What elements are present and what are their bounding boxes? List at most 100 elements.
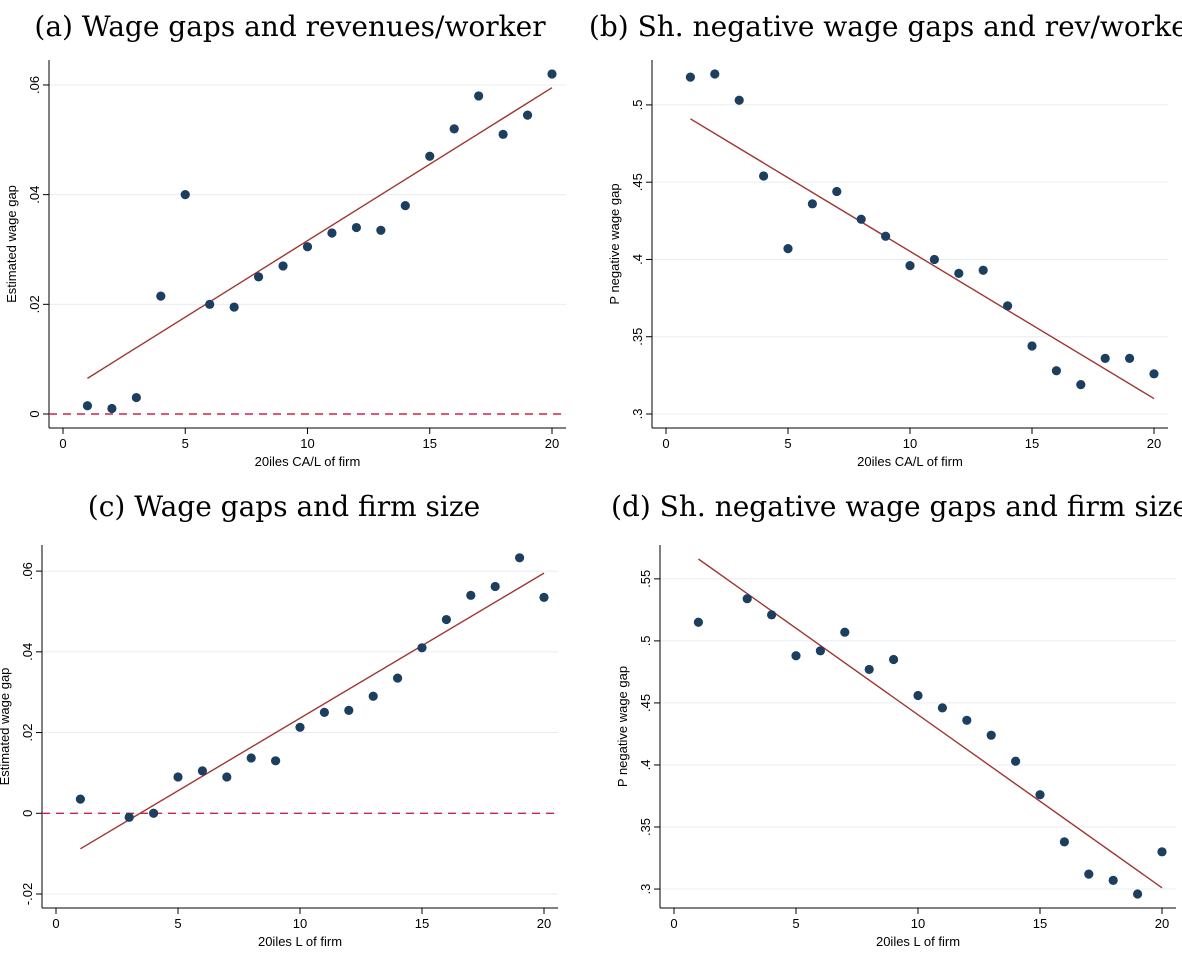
data-point (246, 753, 256, 763)
y-axis-label: P negative wage gap (607, 183, 622, 304)
panel-title: (d) Sh. negative wage gaps and firm size (611, 490, 1182, 523)
data-point (1027, 341, 1037, 351)
x-axis-label: 20iles L of firm (258, 934, 342, 949)
data-point (327, 228, 337, 238)
data-point (954, 268, 964, 278)
data-point (734, 95, 744, 105)
data-point (302, 242, 313, 252)
x-tick-label: 0 (59, 436, 66, 451)
data-point (466, 590, 476, 600)
data-point (271, 756, 281, 766)
data-point (929, 254, 940, 265)
x-tick-label: 5 (174, 916, 181, 931)
data-point (1003, 301, 1013, 311)
y-tick-label: .45 (638, 694, 653, 712)
data-point (685, 72, 696, 82)
x-tick-label: 15 (423, 436, 437, 451)
fit-line (690, 118, 1155, 400)
data-point (791, 651, 801, 661)
data-point (1157, 847, 1167, 857)
x-tick-label: 20 (1147, 436, 1161, 451)
data-point (229, 302, 239, 312)
x-tick-label: 0 (662, 436, 669, 451)
data-point (986, 730, 996, 740)
y-tick-label: 0 (27, 410, 42, 417)
y-tick-label: .35 (630, 328, 645, 346)
data-point (368, 691, 378, 701)
x-tick-label: 20 (1155, 916, 1169, 931)
fit-line (80, 572, 545, 850)
data-point (254, 272, 264, 282)
data-point (889, 654, 899, 665)
fit-line (87, 87, 553, 379)
y-tick-label: -.02 (20, 883, 35, 905)
data-point (1051, 366, 1061, 376)
data-point (131, 392, 141, 403)
y-axis-label: P negative wage gap (615, 666, 630, 787)
data-point (1011, 756, 1021, 766)
data-point (1100, 353, 1110, 363)
data-point (156, 291, 166, 301)
data-point (376, 225, 386, 235)
data-point (978, 265, 988, 275)
data-point (1035, 790, 1045, 800)
data-point (1059, 837, 1069, 847)
x-axis-label: 20iles CA/L of firm (857, 454, 963, 469)
data-point (351, 222, 361, 233)
data-point (1133, 889, 1143, 899)
data-point (474, 91, 484, 101)
data-point (82, 401, 93, 411)
data-point (449, 124, 459, 134)
data-point (75, 794, 85, 804)
panel-c: (c) Wage gaps and firm size 20iles L of … (0, 490, 558, 949)
data-point (767, 610, 777, 620)
data-point (319, 707, 329, 717)
data-point (149, 808, 159, 818)
data-point (522, 110, 533, 120)
data-point (759, 171, 769, 181)
data-point (490, 581, 500, 592)
x-tick-label: 20 (537, 916, 551, 931)
data-point (1076, 380, 1086, 390)
data-point (539, 592, 549, 602)
data-point (881, 231, 891, 241)
panel-title: (b) Sh. negative wage gaps and rev/worke… (589, 10, 1182, 43)
data-point (441, 614, 451, 625)
data-point (840, 627, 850, 637)
y-tick-label: .45 (630, 173, 645, 191)
fit-line (697, 558, 1163, 889)
y-tick-label: .04 (27, 186, 42, 204)
x-tick-label: 15 (415, 916, 429, 931)
x-tick-label: 5 (784, 436, 791, 451)
y-tick-label: .02 (20, 724, 35, 742)
data-point (913, 690, 923, 701)
y-tick-label: .5 (630, 99, 645, 110)
data-point (693, 617, 704, 627)
x-tick-label: 5 (182, 436, 189, 451)
data-point (180, 190, 190, 200)
data-point (742, 594, 752, 604)
data-point (107, 403, 117, 414)
data-point (124, 812, 134, 822)
panel-title: (a) Wage gaps and revenues/worker (34, 10, 546, 43)
y-tick-label: .4 (638, 760, 653, 771)
data-point (710, 69, 720, 79)
data-point (393, 673, 403, 683)
y-tick-label: .06 (20, 562, 35, 580)
data-point (425, 151, 435, 161)
data-point (1149, 369, 1159, 379)
x-tick-label: 15 (1033, 916, 1047, 931)
data-point (1108, 875, 1118, 885)
x-tick-label: 0 (52, 916, 59, 931)
x-tick-label: 20 (545, 436, 559, 451)
data-point (864, 664, 874, 675)
data-point (197, 766, 207, 776)
data-point (498, 129, 508, 139)
panel-b: (b) Sh. negative wage gaps and rev/worke… (589, 10, 1182, 469)
y-tick-label: .04 (20, 643, 35, 661)
data-point (222, 772, 232, 782)
panel-title: (c) Wage gaps and firm size (88, 490, 480, 523)
x-axis-label: 20iles CA/L of firm (255, 454, 361, 469)
data-point (205, 299, 215, 309)
